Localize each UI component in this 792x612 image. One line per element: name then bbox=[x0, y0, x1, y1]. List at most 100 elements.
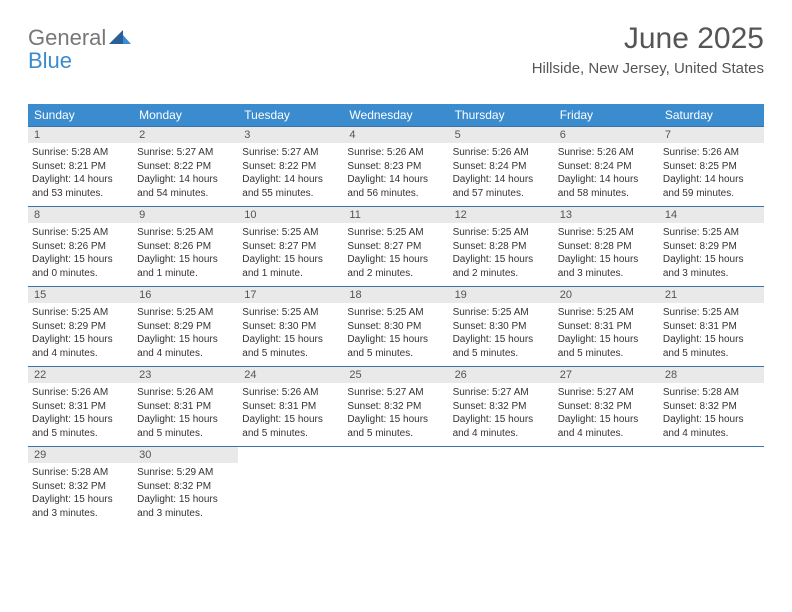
sunset-line: Sunset: 8:29 PM bbox=[137, 320, 234, 334]
calendar-day: 2Sunrise: 5:27 AMSunset: 8:22 PMDaylight… bbox=[133, 127, 238, 206]
calendar-day: 25 Sunrise: 5:27 AMSunset: 8:32 PMDayligh… bbox=[343, 367, 448, 446]
logo-word-blue: Blue bbox=[28, 48, 72, 73]
sunrise-line: Sunrise: 5:25 AM bbox=[663, 226, 760, 240]
sunrise-line: Sunrise: 5:29 AM bbox=[137, 466, 234, 480]
sunset-line: Sunset: 8:31 PM bbox=[242, 400, 339, 414]
calendar-day: 19Sunrise: 5:25 AMSunset: 8:30 PMDayligh… bbox=[449, 287, 554, 366]
sunrise-line: Sunrise: 5:25 AM bbox=[558, 306, 655, 320]
day-number: 12 bbox=[449, 207, 554, 223]
sunset-line: Sunset: 8:32 PM bbox=[663, 400, 760, 414]
sunrise-line: Sunrise: 5:25 AM bbox=[347, 306, 444, 320]
col-header: Thursday bbox=[449, 104, 554, 126]
sunset-line: Sunset: 8:30 PM bbox=[347, 320, 444, 334]
day-number: 10 bbox=[238, 207, 343, 223]
daylight-line: Daylight: 15 hours and 5 minutes. bbox=[347, 413, 444, 440]
day-number: 22 bbox=[28, 367, 133, 383]
day-number: 1 bbox=[28, 127, 133, 143]
day-number: 8 bbox=[28, 207, 133, 223]
col-header: Saturday bbox=[659, 104, 764, 126]
sunrise-line: Sunrise: 5:27 AM bbox=[242, 146, 339, 160]
sunrise-line: Sunrise: 5:27 AM bbox=[558, 386, 655, 400]
sunset-line: Sunset: 8:26 PM bbox=[137, 240, 234, 254]
col-header: Sunday bbox=[28, 104, 133, 126]
sunrise-line: Sunrise: 5:25 AM bbox=[137, 306, 234, 320]
daylight-line: Daylight: 14 hours and 59 minutes. bbox=[663, 173, 760, 200]
day-number: 5 bbox=[449, 127, 554, 143]
day-number: 17 bbox=[238, 287, 343, 303]
day-number: 3 bbox=[238, 127, 343, 143]
daylight-line: Daylight: 15 hours and 3 minutes. bbox=[137, 493, 234, 520]
daylight-line: Daylight: 14 hours and 56 minutes. bbox=[347, 173, 444, 200]
day-number: 25 bbox=[343, 367, 448, 383]
calendar-day: 10Sunrise: 5:25 AMSunset: 8:27 PMDayligh… bbox=[238, 207, 343, 286]
daylight-line: Daylight: 15 hours and 5 minutes. bbox=[137, 413, 234, 440]
sunset-line: Sunset: 8:31 PM bbox=[137, 400, 234, 414]
sunrise-line: Sunrise: 5:26 AM bbox=[558, 146, 655, 160]
sunrise-line: Sunrise: 5:28 AM bbox=[32, 466, 129, 480]
day-number: 18 bbox=[343, 287, 448, 303]
col-header: Wednesday bbox=[343, 104, 448, 126]
sunrise-line: Sunrise: 5:25 AM bbox=[137, 226, 234, 240]
sunset-line: Sunset: 8:22 PM bbox=[242, 160, 339, 174]
calendar-day: 7Sunrise: 5:26 AMSunset: 8:25 PMDaylight… bbox=[659, 127, 764, 206]
calendar-day bbox=[238, 447, 343, 526]
sunrise-line: Sunrise: 5:27 AM bbox=[347, 386, 444, 400]
sunset-line: Sunset: 8:32 PM bbox=[32, 480, 129, 494]
logo-word-general: General bbox=[28, 25, 106, 50]
sunrise-line: Sunrise: 5:25 AM bbox=[558, 226, 655, 240]
daylight-line: Daylight: 15 hours and 4 minutes. bbox=[137, 333, 234, 360]
day-number: 4 bbox=[343, 127, 448, 143]
sunset-line: Sunset: 8:31 PM bbox=[32, 400, 129, 414]
sunset-line: Sunset: 8:29 PM bbox=[32, 320, 129, 334]
calendar-day: 6Sunrise: 5:26 AMSunset: 8:24 PMDaylight… bbox=[554, 127, 659, 206]
daylight-line: Daylight: 15 hours and 5 minutes. bbox=[242, 413, 339, 440]
sunrise-line: Sunrise: 5:26 AM bbox=[453, 146, 550, 160]
sunset-line: Sunset: 8:26 PM bbox=[32, 240, 129, 254]
calendar-day: 16Sunrise: 5:25 AMSunset: 8:29 PMDayligh… bbox=[133, 287, 238, 366]
sunrise-line: Sunrise: 5:25 AM bbox=[663, 306, 760, 320]
daylight-line: Daylight: 14 hours and 53 minutes. bbox=[32, 173, 129, 200]
calendar-week: 22Sunrise: 5:26 AMSunset: 8:31 PMDayligh… bbox=[28, 366, 764, 446]
calendar-day bbox=[343, 447, 448, 526]
calendar-week: 1Sunrise: 5:28 AMSunset: 8:21 PMDaylight… bbox=[28, 126, 764, 206]
daylight-line: Daylight: 15 hours and 5 minutes. bbox=[242, 333, 339, 360]
day-number: 28 bbox=[659, 367, 764, 383]
day-number: 29 bbox=[28, 447, 133, 463]
sunset-line: Sunset: 8:32 PM bbox=[558, 400, 655, 414]
day-number: 24 bbox=[238, 367, 343, 383]
logo: General Blue bbox=[28, 26, 131, 72]
daylight-line: Daylight: 15 hours and 4 minutes. bbox=[663, 413, 760, 440]
calendar-day: 22Sunrise: 5:26 AMSunset: 8:31 PMDayligh… bbox=[28, 367, 133, 446]
calendar-day: 18Sunrise: 5:25 AMSunset: 8:30 PMDayligh… bbox=[343, 287, 448, 366]
calendar-day: 20Sunrise: 5:25 AMSunset: 8:31 PMDayligh… bbox=[554, 287, 659, 366]
daylight-line: Daylight: 15 hours and 2 minutes. bbox=[453, 253, 550, 280]
day-number: 14 bbox=[659, 207, 764, 223]
daylight-line: Daylight: 14 hours and 57 minutes. bbox=[453, 173, 550, 200]
sunrise-line: Sunrise: 5:27 AM bbox=[137, 146, 234, 160]
daylight-line: Daylight: 15 hours and 5 minutes. bbox=[558, 333, 655, 360]
sunset-line: Sunset: 8:32 PM bbox=[347, 400, 444, 414]
sunrise-line: Sunrise: 5:26 AM bbox=[137, 386, 234, 400]
day-number: 13 bbox=[554, 207, 659, 223]
logo-text: General Blue bbox=[28, 26, 131, 72]
calendar-day: 14Sunrise: 5:25 AMSunset: 8:29 PMDayligh… bbox=[659, 207, 764, 286]
daylight-line: Daylight: 15 hours and 3 minutes. bbox=[663, 253, 760, 280]
sunset-line: Sunset: 8:31 PM bbox=[663, 320, 760, 334]
calendar-header-row: Sunday Monday Tuesday Wednesday Thursday… bbox=[28, 104, 764, 126]
sunset-line: Sunset: 8:32 PM bbox=[137, 480, 234, 494]
calendar-day: 30Sunrise: 5:29 AMSunset: 8:32 PMDayligh… bbox=[133, 447, 238, 526]
calendar-day bbox=[449, 447, 554, 526]
daylight-line: Daylight: 14 hours and 54 minutes. bbox=[137, 173, 234, 200]
calendar-day bbox=[554, 447, 659, 526]
daylight-line: Daylight: 15 hours and 3 minutes. bbox=[558, 253, 655, 280]
calendar-day: 12Sunrise: 5:25 AMSunset: 8:28 PMDayligh… bbox=[449, 207, 554, 286]
sunset-line: Sunset: 8:23 PM bbox=[347, 160, 444, 174]
sunrise-line: Sunrise: 5:26 AM bbox=[347, 146, 444, 160]
calendar-day: 24Sunrise: 5:26 AMSunset: 8:31 PMDayligh… bbox=[238, 367, 343, 446]
sunset-line: Sunset: 8:25 PM bbox=[663, 160, 760, 174]
sunset-line: Sunset: 8:31 PM bbox=[558, 320, 655, 334]
calendar: Sunday Monday Tuesday Wednesday Thursday… bbox=[28, 104, 764, 526]
sunrise-line: Sunrise: 5:25 AM bbox=[32, 306, 129, 320]
sunrise-line: Sunrise: 5:25 AM bbox=[453, 306, 550, 320]
col-header: Monday bbox=[133, 104, 238, 126]
